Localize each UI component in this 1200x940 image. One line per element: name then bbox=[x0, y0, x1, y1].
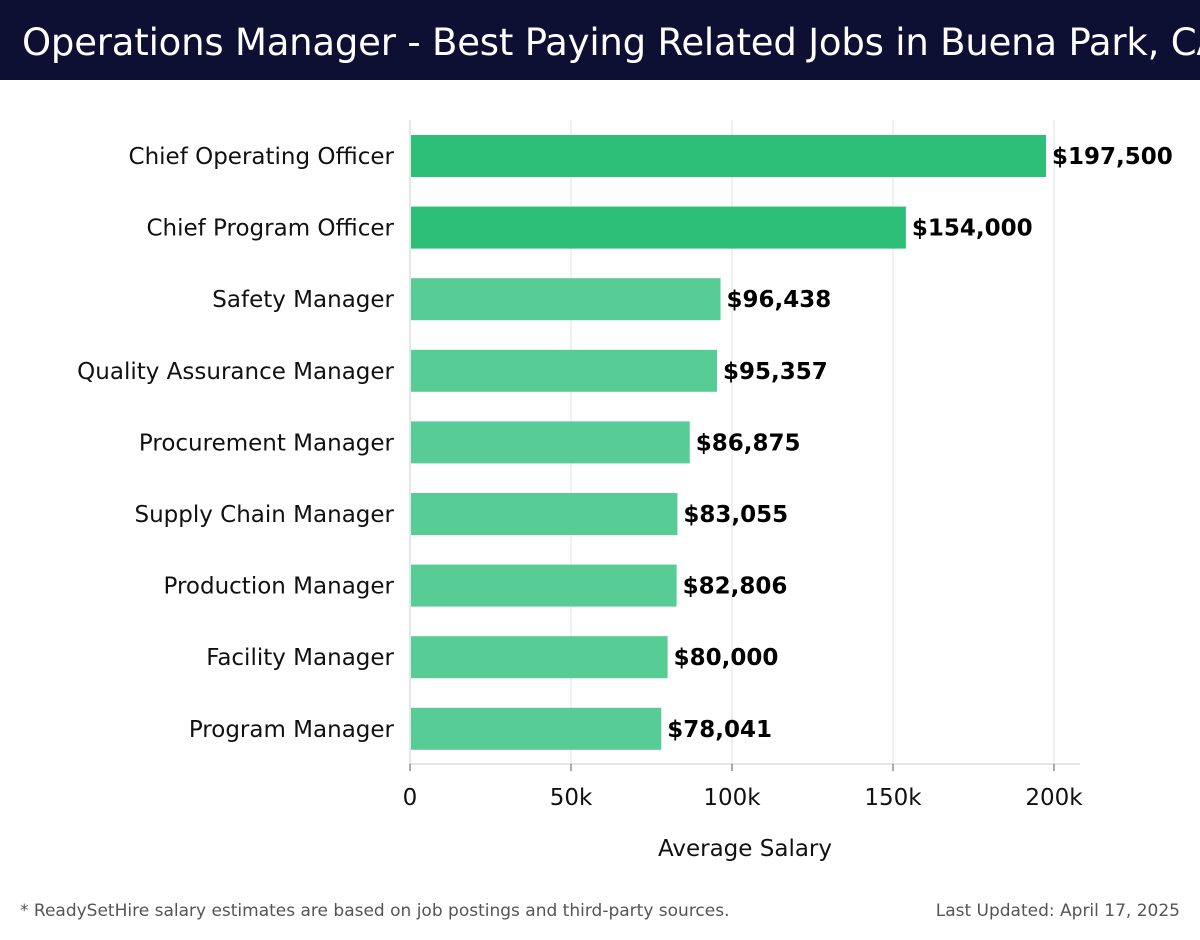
category-label: Supply Chain Manager bbox=[134, 502, 394, 528]
last-updated: Last Updated: April 17, 2025 bbox=[935, 901, 1180, 921]
value-label: $96,438 bbox=[727, 287, 832, 313]
value-label: $80,000 bbox=[674, 645, 779, 671]
bar bbox=[411, 135, 1046, 177]
bar bbox=[411, 278, 721, 321]
header-bar: Operations Manager - Best Paying Related… bbox=[0, 0, 1200, 80]
x-tick-label: 0 bbox=[403, 785, 418, 811]
category-label: Quality Assurance Manager bbox=[77, 359, 394, 385]
category-label: Safety Manager bbox=[212, 287, 394, 313]
bar bbox=[411, 349, 718, 392]
value-label: $86,875 bbox=[696, 430, 801, 456]
category-label: Facility Manager bbox=[206, 645, 394, 671]
x-tick-label: 200k bbox=[1025, 785, 1083, 811]
x-tick-label: 100k bbox=[703, 785, 761, 811]
value-label: $78,041 bbox=[667, 717, 772, 743]
bar bbox=[411, 206, 906, 249]
category-label: Chief Program Officer bbox=[146, 216, 394, 242]
category-label: Chief Operating Officer bbox=[129, 144, 395, 170]
value-label: $154,000 bbox=[912, 216, 1033, 242]
bar bbox=[411, 493, 678, 535]
bar bbox=[411, 707, 662, 750]
x-tick-label: 50k bbox=[550, 785, 593, 811]
category-label: Program Manager bbox=[189, 717, 395, 743]
category-label: Production Manager bbox=[164, 574, 395, 600]
bar bbox=[411, 636, 668, 679]
value-label: $83,055 bbox=[683, 502, 788, 528]
value-label: $82,806 bbox=[683, 574, 788, 600]
bar bbox=[411, 421, 690, 464]
bar bbox=[411, 564, 677, 607]
page-title: Operations Manager - Best Paying Related… bbox=[22, 21, 1200, 64]
footnote: * ReadySetHire salary estimates are base… bbox=[20, 901, 730, 921]
value-label: $95,357 bbox=[723, 359, 828, 385]
value-label: $197,500 bbox=[1052, 144, 1173, 170]
x-axis-label: Average Salary bbox=[658, 836, 832, 862]
x-tick-label: 150k bbox=[864, 785, 922, 811]
category-label: Procurement Manager bbox=[139, 430, 395, 456]
bar-chart: Chief Operating Officer $197,500 Chief Pro… bbox=[77, 120, 1173, 862]
